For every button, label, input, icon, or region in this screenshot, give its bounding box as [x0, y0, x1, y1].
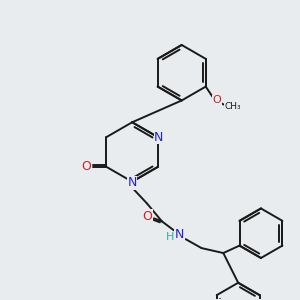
- Text: O: O: [142, 210, 152, 223]
- Text: O: O: [212, 95, 221, 106]
- Text: H: H: [166, 232, 174, 242]
- Text: N: N: [128, 176, 137, 189]
- Text: N: N: [154, 130, 164, 144]
- Text: N: N: [175, 228, 184, 241]
- Text: O: O: [82, 160, 92, 173]
- Text: CH₃: CH₃: [224, 102, 241, 111]
